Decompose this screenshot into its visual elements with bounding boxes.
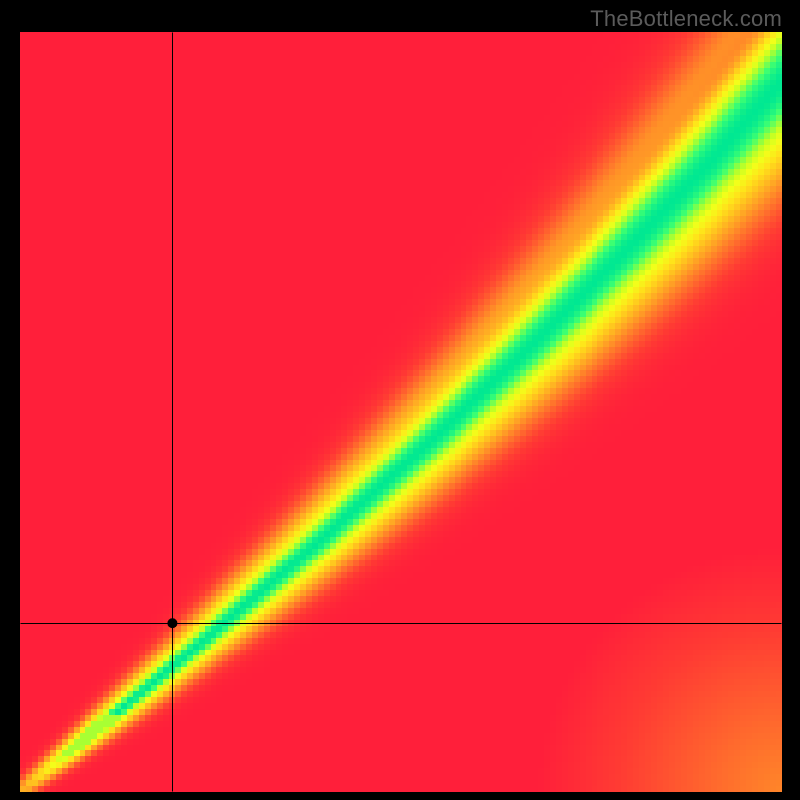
watermark-label: TheBottleneck.com bbox=[590, 6, 782, 32]
heatmap-plot bbox=[20, 32, 782, 792]
chart-container: TheBottleneck.com bbox=[0, 0, 800, 800]
